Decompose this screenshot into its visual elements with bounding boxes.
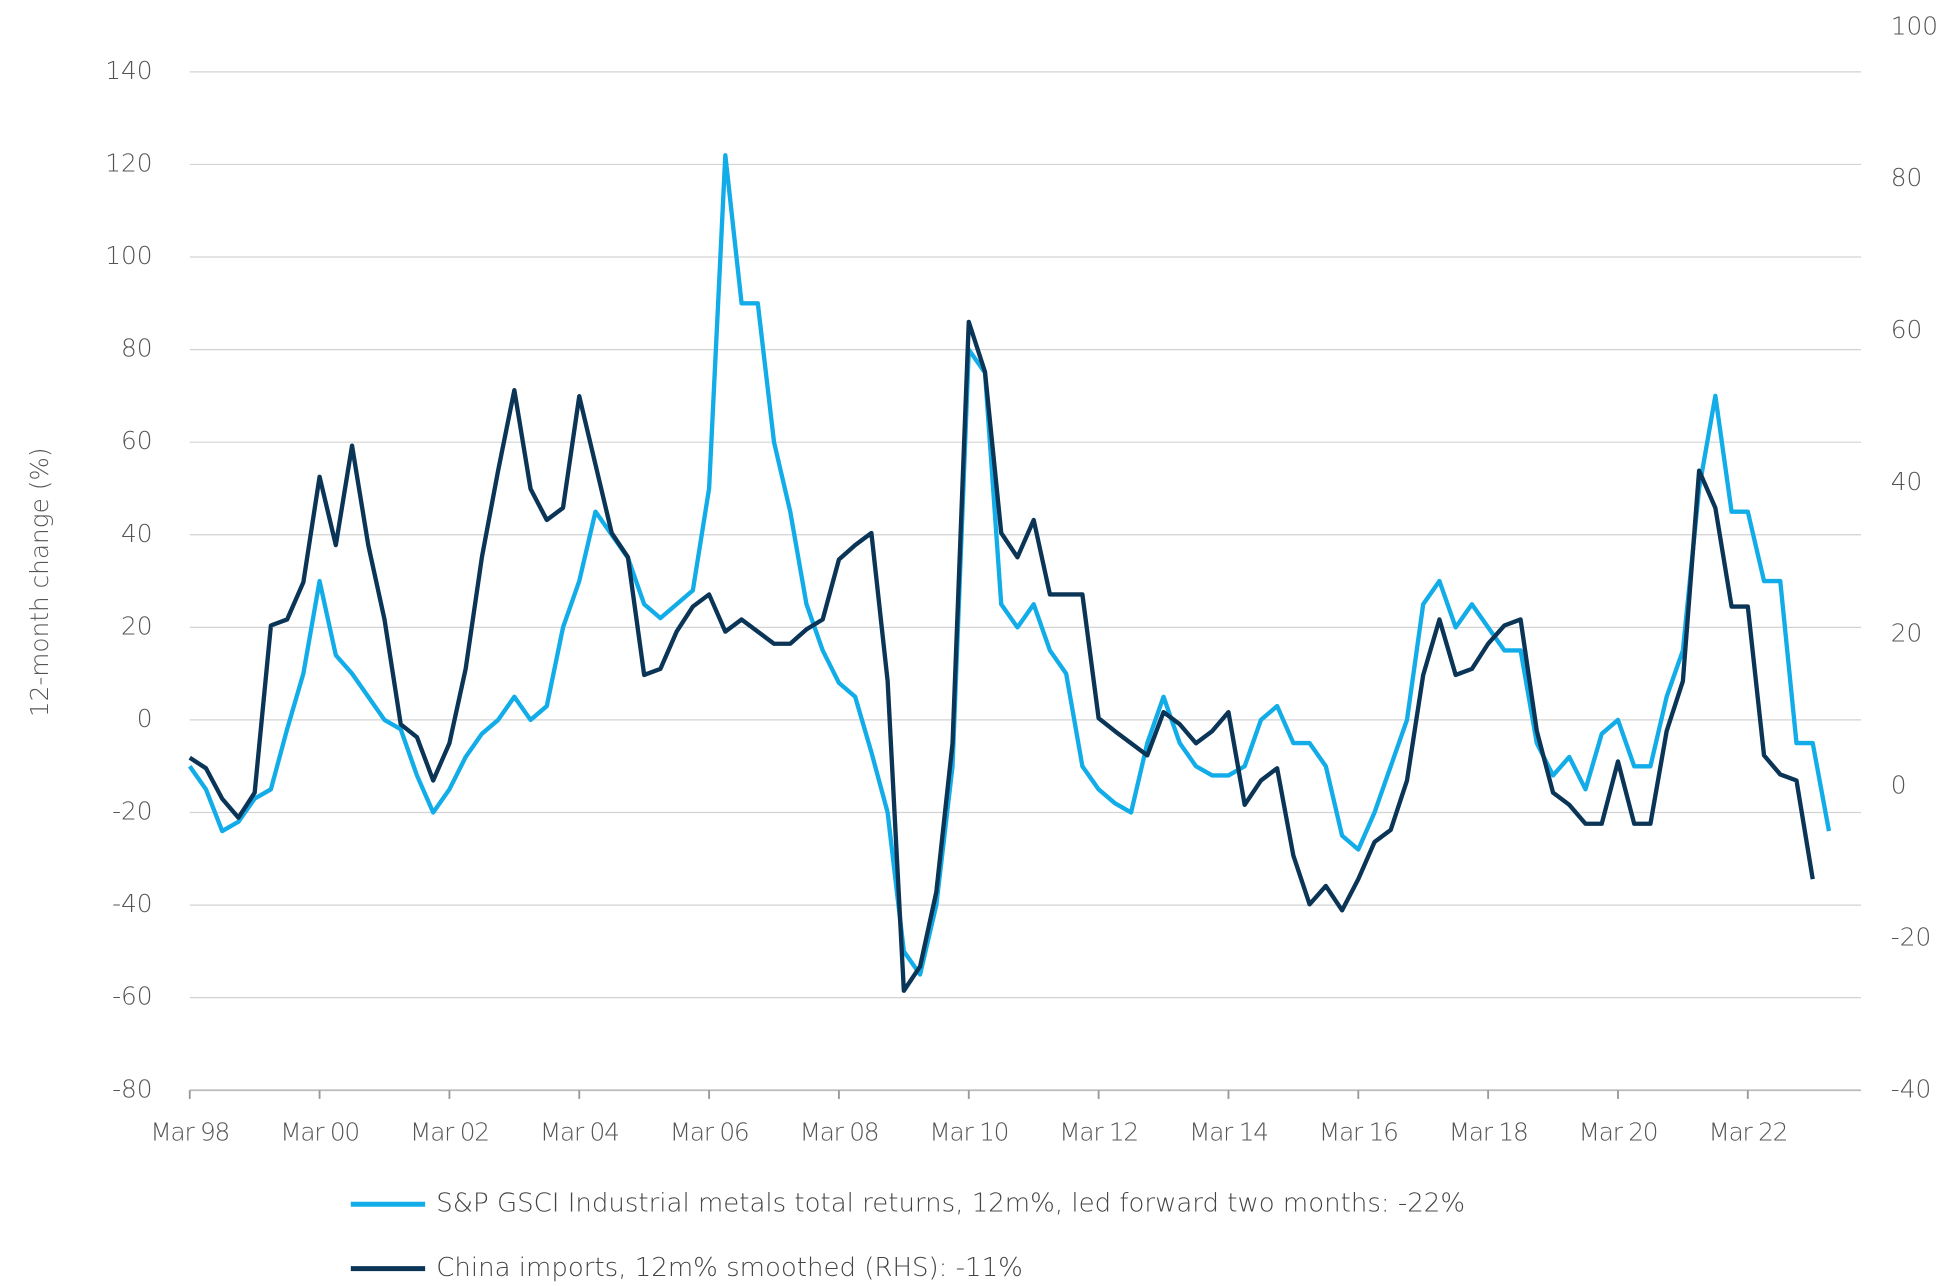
y-tick-label: 100 — [105, 241, 152, 270]
x-tick-label: Mar 02 — [410, 1118, 489, 1147]
y-tick-label: -20 — [112, 797, 152, 826]
x-tick-label: Mar 12 — [1059, 1118, 1138, 1147]
x-tick-label: Mar 20 — [1579, 1118, 1658, 1147]
legend-label: China imports, 12m% smoothed (RHS): -11% — [436, 1253, 1023, 1283]
y-tick-label: 120 — [105, 148, 152, 177]
y-tick-label: 0 — [137, 704, 153, 733]
x-tick-label: Mar 16 — [1319, 1118, 1398, 1147]
y2-tick-label: -20 — [1891, 922, 1931, 951]
y-tick-label: 20 — [121, 611, 153, 640]
series-line — [187, 153, 1832, 977]
y2-tick-label: 40 — [1891, 467, 1923, 496]
y-tick-label: -80 — [112, 1074, 152, 1103]
y2-tick-label: 20 — [1891, 619, 1923, 648]
series-line — [188, 319, 1815, 993]
y2-tick-label: 0 — [1891, 771, 1907, 800]
y-tick-label: 40 — [121, 519, 153, 548]
x-tick-label: Mar 14 — [1189, 1118, 1268, 1147]
y2-tick-label: 100 — [1891, 11, 1938, 40]
y2-tick-label: 60 — [1891, 315, 1923, 344]
y-tick-label: -40 — [112, 889, 152, 918]
y-tick-label: 140 — [105, 56, 152, 85]
y-tick-label: 60 — [121, 426, 153, 455]
x-tick-label: Mar 10 — [929, 1118, 1008, 1147]
x-tick-label: Mar 06 — [670, 1118, 749, 1147]
y-axis-label: 12-month change (%) — [25, 447, 54, 717]
x-tick-label: Mar 98 — [150, 1118, 229, 1147]
x-tick-label: Mar 04 — [540, 1118, 619, 1147]
y2-tick-label: 80 — [1891, 163, 1923, 192]
x-tick-label: Mar 00 — [280, 1118, 359, 1147]
x-tick-label: Mar 18 — [1449, 1118, 1528, 1147]
x-tick-label: Mar 08 — [800, 1118, 879, 1147]
y-tick-label: -60 — [112, 982, 152, 1011]
legend-label: S&P GSCI Industrial metals total returns… — [436, 1189, 1465, 1219]
y-tick-label: 80 — [121, 334, 153, 363]
y2-tick-label: -40 — [1891, 1074, 1931, 1103]
x-tick-label: Mar 22 — [1708, 1118, 1787, 1147]
